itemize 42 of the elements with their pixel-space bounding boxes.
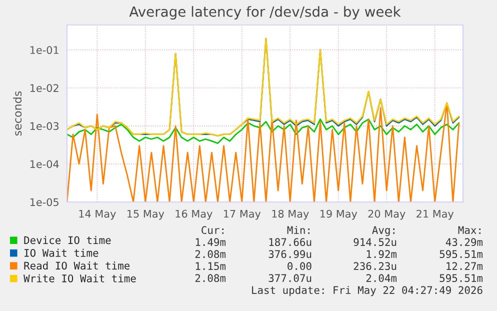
x-tick-label: 14 May	[79, 210, 116, 220]
y-tick-label: 1e-05	[30, 198, 58, 206]
chart-title: Average latency for /dev/sda - by week	[129, 6, 401, 20]
text: Last update: Fri May 22 04:27:49 2026	[252, 286, 482, 296]
text: 187.66u	[269, 238, 312, 246]
x-tick-label: 19 May	[320, 210, 358, 220]
y-axis-title: seconds	[13, 91, 22, 136]
legend-label: IO Wait time	[24, 248, 98, 257]
y-tick-label: 1e-01	[30, 46, 58, 54]
x-tick-label: 21 May	[416, 210, 454, 220]
x-tick-label: 16 May	[176, 210, 212, 220]
y-tick-label: 1e-04	[30, 160, 59, 168]
text: 2.08m	[195, 250, 226, 258]
line-series	[67, 38, 460, 136]
y-tick-label: 1e-03	[30, 122, 59, 130]
text: Avg:	[372, 226, 394, 236]
text: 914.52u	[354, 238, 396, 246]
x-tick-label: 18 May	[272, 210, 309, 220]
text: 595.51m	[440, 250, 483, 258]
text: 12.27m	[446, 262, 483, 270]
text: 595.51m	[440, 274, 483, 282]
x-tick-label: 17 May	[224, 210, 261, 220]
text: 2.08m	[195, 274, 226, 282]
text: 1.15m	[196, 262, 226, 270]
x-tick-label: 15 May	[127, 210, 164, 220]
text: 377.07u	[268, 274, 312, 282]
text: 1.49m	[196, 238, 226, 246]
text: 2.04m	[366, 274, 397, 282]
text: 0.00	[288, 262, 312, 270]
text: Max:	[458, 226, 480, 234]
text: Cur:	[202, 226, 224, 234]
legend-label: Write IO Wait time	[24, 274, 136, 282]
x-tick-label: 20 May	[368, 210, 406, 220]
text: 236.23u	[354, 262, 396, 270]
text: 376.99u	[268, 250, 312, 258]
text: 1.92m	[366, 250, 397, 258]
y-tick-label: 1e-02	[30, 84, 58, 92]
legend-label: Device IO time	[24, 236, 111, 244]
text: Min:	[287, 226, 310, 234]
line-series	[67, 118, 460, 144]
text: 43.29m	[446, 238, 483, 246]
legend-label: Read IO Wait time	[24, 262, 130, 270]
